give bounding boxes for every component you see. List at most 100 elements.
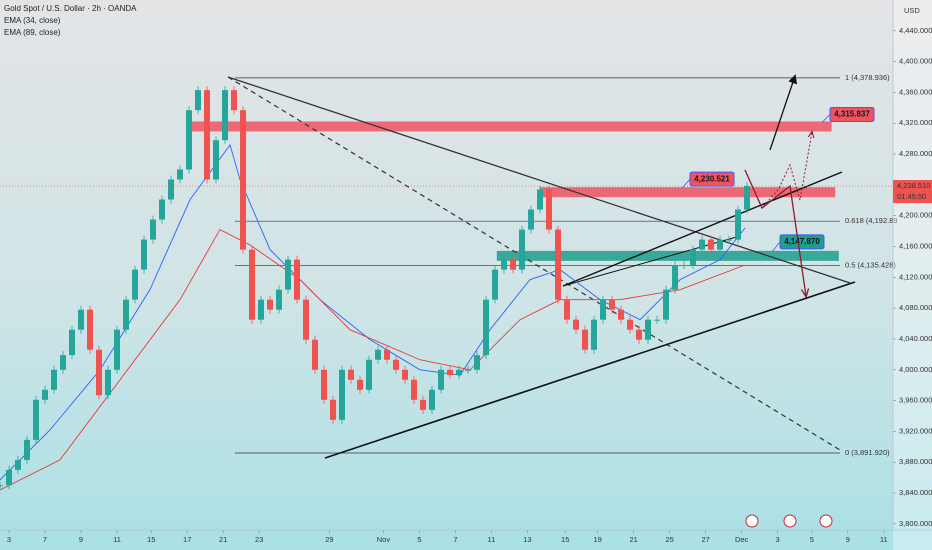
candle [321, 369, 328, 400]
x-tick-label: 19 [593, 535, 601, 544]
candle [105, 369, 112, 396]
candle [420, 399, 427, 410]
label-pointer [771, 241, 781, 253]
candle [744, 186, 751, 210]
x-tick-label: 29 [325, 535, 333, 544]
trend-line-dashed [227, 76, 841, 451]
candle [348, 369, 355, 380]
candle [546, 189, 553, 230]
y-tick-label: 4,160.000 [899, 241, 932, 250]
y-tick-label: 4,200.000 [899, 211, 932, 220]
x-tick-label: 23 [255, 535, 263, 544]
candle [627, 319, 634, 330]
candle [42, 389, 49, 400]
candle [699, 239, 706, 250]
x-tick-label: 9 [846, 535, 850, 544]
candle [690, 249, 697, 265]
legend-entry: EMA (34, close) [4, 16, 61, 25]
candle [51, 369, 58, 390]
y-tick-label: 4,040.000 [899, 334, 932, 343]
y-tick-label: 4,000.000 [899, 365, 932, 374]
x-tick-label: 3 [7, 535, 11, 544]
candle [465, 369, 472, 371]
candle [249, 249, 256, 320]
y-tick-label: 3,840.000 [899, 488, 932, 497]
candle [456, 369, 463, 376]
candle [591, 319, 598, 350]
candle [528, 209, 535, 230]
event-icon[interactable] [745, 514, 759, 528]
candle [483, 299, 490, 356]
event-icons [745, 514, 833, 528]
candle [159, 199, 166, 220]
candle [618, 309, 625, 320]
candle [582, 329, 589, 350]
x-tick-label: 7 [453, 535, 457, 544]
y-tick-label: 3,880.000 [899, 457, 932, 466]
legend-title: Gold Spot / U.S. Dollar · 2h · OANDA [4, 4, 137, 13]
candle [330, 399, 337, 420]
candle [285, 259, 292, 290]
support-line [324, 281, 856, 459]
candle [501, 259, 508, 270]
label-pointer [681, 178, 691, 189]
candle [645, 319, 652, 340]
candle [564, 299, 571, 320]
drawings [227, 74, 856, 459]
candle [168, 179, 175, 200]
candle [438, 369, 445, 390]
x-tick-label: 21 [219, 535, 227, 544]
zone-label: 4,315.837 [834, 110, 870, 119]
y-tick-label: 4,320.000 [899, 118, 932, 127]
candle [447, 369, 454, 376]
x-tick-label: 25 [665, 535, 673, 544]
candle [96, 349, 103, 396]
y-tick-label: 4,360.000 [899, 87, 932, 96]
candle [654, 319, 661, 321]
zone-label: 4,147.870 [784, 237, 820, 246]
x-tick-label: 5 [417, 535, 421, 544]
event-icon[interactable] [819, 514, 833, 528]
candle [222, 90, 229, 141]
legend-entry: EMA (89, close) [4, 28, 61, 37]
zone [190, 121, 832, 132]
x-tick-label: 11 [488, 535, 496, 544]
candle [114, 329, 121, 370]
x-tick-label: 27 [701, 535, 709, 544]
y-tick-label: 4,280.000 [899, 149, 932, 158]
candle [663, 289, 670, 320]
y-tick-label: 3,960.000 [899, 396, 932, 405]
price-axis [893, 0, 932, 550]
projection-path-dotted [744, 132, 812, 209]
candle [609, 299, 616, 310]
candle [33, 399, 40, 440]
candle [357, 379, 364, 390]
y-tick-label: 4,080.000 [899, 303, 932, 312]
candle [177, 169, 184, 180]
zone [540, 187, 836, 198]
y-tick-label: 3,920.000 [899, 426, 932, 435]
zone-label: 4,230.521 [694, 174, 730, 183]
candle [150, 219, 157, 240]
x-tick-label: 9 [79, 535, 83, 544]
x-tick-label: 5 [810, 535, 814, 544]
candle [429, 389, 436, 410]
candle [69, 329, 76, 356]
x-tick-label: 17 [183, 535, 191, 544]
candle [60, 355, 67, 370]
candle [726, 239, 733, 241]
candle [6, 469, 13, 486]
arrow-up [769, 74, 797, 151]
candle [573, 319, 580, 330]
last-price-label: 4,238.510 [897, 181, 930, 190]
candle [24, 439, 31, 460]
y-tick-label: 4,440.000 [899, 26, 932, 35]
candle [600, 299, 607, 320]
trend-line [227, 76, 851, 284]
candle [519, 229, 526, 270]
candle [240, 110, 247, 250]
candle [195, 90, 202, 111]
candle [537, 189, 544, 210]
event-icon[interactable] [783, 514, 797, 528]
